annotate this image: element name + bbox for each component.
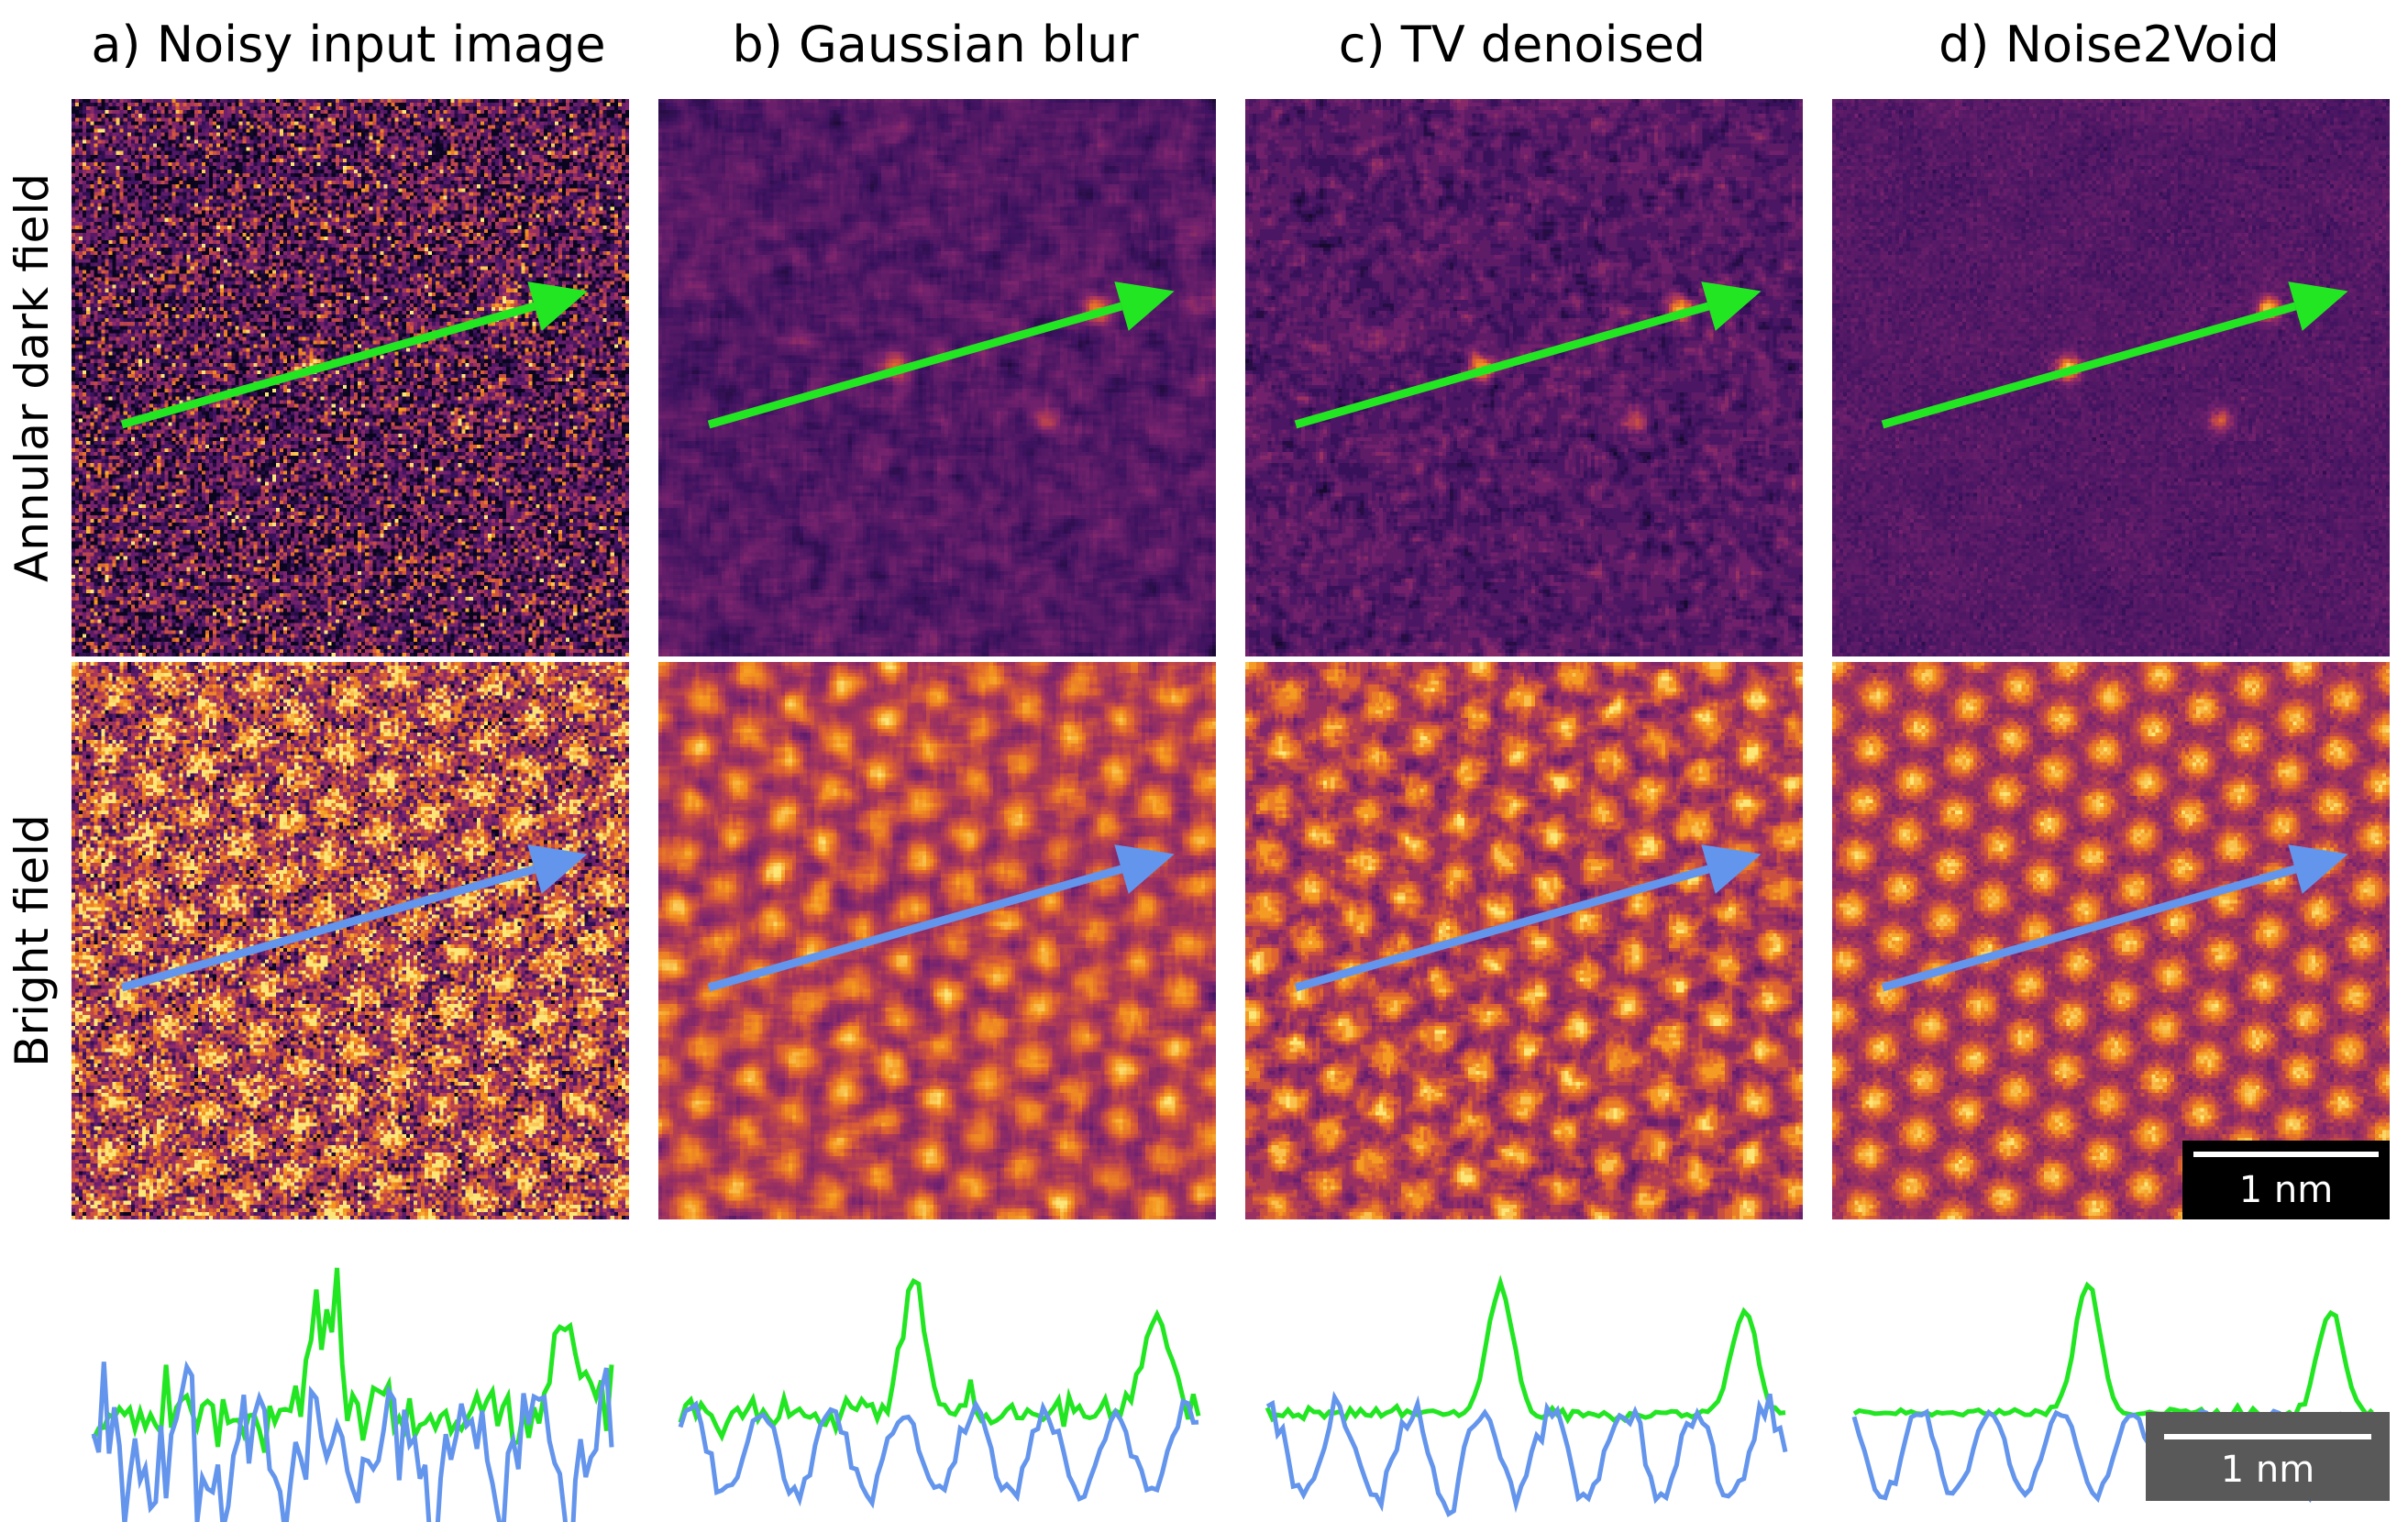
scalebar-label: 1 nm [2238, 1169, 2334, 1211]
panel-adf-tv [1245, 99, 1803, 656]
panel-adf-gauss [658, 99, 1216, 656]
column-title-c: c) TV denoised [1338, 16, 1707, 73]
profile-adf [678, 1277, 1201, 1442]
column-title-a: a) Noisy input image [91, 16, 606, 73]
profile-scalebar-line [2164, 1434, 2371, 1439]
image-bf-n2v [1832, 662, 2390, 1219]
profile-bf [1265, 1390, 1788, 1517]
line-profile-arrow-bf [1294, 844, 1762, 992]
image-adf-noisy [72, 99, 629, 656]
profile-plot-noisy [91, 1267, 614, 1522]
image-bf-noisy [72, 662, 629, 1219]
scalebar-line [2193, 1152, 2379, 1157]
panel-adf-noisy [72, 99, 629, 656]
profile-scalebar: 1 nm [2146, 1412, 2390, 1501]
line-profile-arrow-adf [707, 281, 1175, 429]
profile-adf [91, 1267, 614, 1453]
image-scalebar: 1 nm [2182, 1141, 2390, 1219]
panel-bf-gauss [658, 662, 1216, 1219]
image-bf-gauss [658, 662, 1216, 1219]
line-profile-arrow-bf [120, 844, 588, 992]
profile-bf [91, 1360, 614, 1522]
line-profile-arrow-bf [707, 844, 1175, 992]
profile-plot-gauss [678, 1277, 1201, 1509]
row-label-adf: Annular dark field [6, 173, 59, 582]
image-bf-tv [1245, 662, 1803, 1219]
column-title-d: d) Noise2Void [1939, 16, 2280, 73]
column-title-b: b) Gaussian blur [732, 16, 1139, 73]
profile-scalebar-label: 1 nm [2220, 1449, 2315, 1491]
image-adf-tv [1245, 99, 1803, 656]
panel-bf-n2v: 1 nm [1832, 662, 2390, 1219]
line-profile-arrow-adf [120, 281, 588, 429]
profile-adf [1852, 1281, 2374, 1421]
profile-plot-tv [1265, 1274, 1788, 1517]
image-adf-gauss [658, 99, 1216, 656]
profile-bf [678, 1397, 1199, 1509]
line-profile-arrow-bf [1881, 844, 2348, 992]
panel-adf-n2v [1832, 99, 2390, 656]
row-label-bf: Bright field [6, 814, 59, 1067]
line-profile-arrow-adf [1881, 281, 2348, 429]
profile-adf [1265, 1274, 1786, 1425]
line-profile-arrow-adf [1294, 281, 1762, 429]
panel-bf-noisy [72, 662, 629, 1219]
image-adf-n2v [1832, 99, 2390, 656]
panel-bf-tv [1245, 662, 1803, 1219]
